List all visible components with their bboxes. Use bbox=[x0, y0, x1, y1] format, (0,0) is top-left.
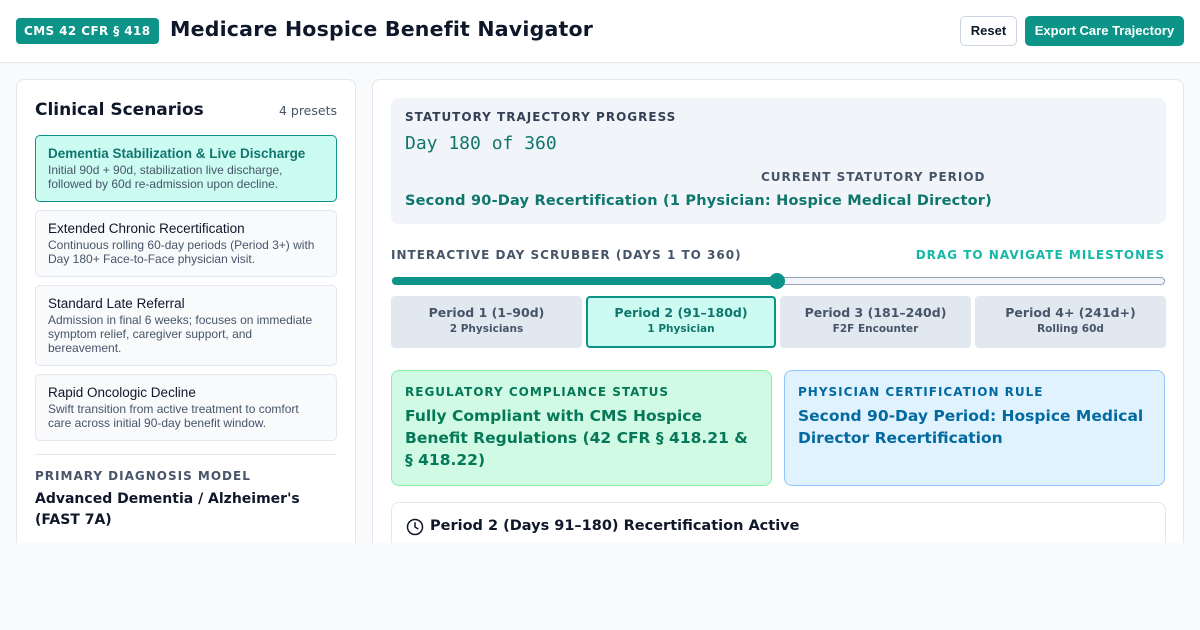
compliance-status-card: REGULATORY COMPLIANCE STATUS Fully Compl… bbox=[391, 370, 772, 486]
regulation-badge: CMS 42 CFR § 418 bbox=[16, 18, 159, 44]
current-period-value: Second 90-Day Recertification (1 Physici… bbox=[405, 193, 992, 209]
diagnosis-value: Advanced Dementia / Alzheimer's (FAST 7A… bbox=[35, 491, 300, 528]
preset-count: 4 presets bbox=[278, 103, 337, 118]
day-scrubber-handle[interactable] bbox=[769, 273, 786, 289]
day-scrubber-fill bbox=[392, 277, 778, 285]
compliance-value: Fully Compliant with CMS Hospice Benefit… bbox=[405, 407, 748, 469]
period-tab-subtitle: 2 Physicians bbox=[449, 323, 524, 335]
tab-period-4[interactable]: Period 4+ (241d+) Rolling 60d bbox=[975, 296, 1166, 348]
diagnosis-label: PRIMARY DIAGNOSIS MODEL bbox=[35, 469, 251, 483]
progress-day-readout: Day 180 of 360 bbox=[405, 133, 557, 154]
reset-button[interactable]: Reset bbox=[960, 16, 1017, 46]
clock-icon bbox=[406, 518, 424, 536]
period-tab-title: Period 4+ (241d+) bbox=[1005, 305, 1136, 320]
scenario-card-oncologic[interactable]: Rapid Oncologic Decline Swift transition… bbox=[35, 374, 337, 441]
physician-rule-card: PHYSICIAN CERTIFICATION RULE Second 90-D… bbox=[784, 370, 1165, 486]
app-header: CMS 42 CFR § 418 Medicare Hospice Benefi… bbox=[0, 0, 1200, 63]
scenario-title: Standard Late Referral bbox=[48, 296, 185, 311]
tab-period-1[interactable]: Period 1 (1–90d) 2 Physicians bbox=[391, 296, 582, 348]
divider bbox=[35, 454, 337, 455]
scenario-card-extended-chronic[interactable]: Extended Chronic Recertification Continu… bbox=[35, 210, 337, 277]
scenario-description: Admission in final 6 weeks; focuses on i… bbox=[48, 313, 313, 355]
scenario-description: Swift transition from active treatment t… bbox=[48, 402, 299, 430]
period-tab-subtitle: 1 Physician bbox=[647, 323, 715, 335]
current-period-label: CURRENT STATUTORY PERIOD bbox=[761, 170, 986, 184]
compliance-label: REGULATORY COMPLIANCE STATUS bbox=[405, 385, 670, 399]
scenario-card-late-referral[interactable]: Standard Late Referral Admission in fina… bbox=[35, 285, 337, 366]
scenario-description: Initial 90d + 90d, stabilization live di… bbox=[48, 163, 283, 191]
trajectory-progress-box: STATUTORY TRAJECTORY PROGRESS Day 180 of… bbox=[391, 98, 1166, 224]
scenario-description: Continuous rolling 60-day periods (Perio… bbox=[48, 238, 315, 266]
progress-label: STATUTORY TRAJECTORY PROGRESS bbox=[405, 110, 677, 124]
tab-period-3[interactable]: Period 3 (181–240d) F2F Encounter bbox=[780, 296, 971, 348]
scrubber-label: INTERACTIVE DAY SCRUBBER (DAYS 1 TO 360) bbox=[391, 248, 742, 262]
period-tab-subtitle: F2F Encounter bbox=[832, 323, 919, 335]
tab-period-2[interactable]: Period 2 (91–180d) 1 Physician bbox=[586, 296, 776, 348]
period-tab-title: Period 3 (181–240d) bbox=[804, 305, 947, 320]
app-title: Medicare Hospice Benefit Navigator bbox=[170, 17, 594, 41]
period-tab-title: Period 1 (1–90d) bbox=[428, 305, 545, 320]
scenario-card-dementia[interactable]: Dementia Stabilization & Live Discharge … bbox=[35, 135, 337, 202]
active-period-title: Period 2 (Days 91–180) Recertification A… bbox=[430, 518, 800, 534]
clinical-scenarios-panel: Clinical Scenarios 4 presets Dementia St… bbox=[16, 79, 356, 559]
trajectory-panel: STATUTORY TRAJECTORY PROGRESS Day 180 of… bbox=[372, 79, 1184, 559]
scenario-title: Dementia Stabilization & Live Discharge bbox=[48, 146, 306, 161]
scrubber-hint: DRAG TO NAVIGATE MILESTONES bbox=[915, 248, 1165, 262]
scenario-title: Extended Chronic Recertification bbox=[48, 221, 245, 236]
period-tab-title: Period 2 (91–180d) bbox=[614, 305, 748, 320]
page-background bbox=[0, 543, 1200, 630]
export-care-trajectory-button[interactable]: Export Care Trajectory bbox=[1025, 16, 1184, 46]
scenarios-title: Clinical Scenarios bbox=[35, 100, 204, 120]
rule-label: PHYSICIAN CERTIFICATION RULE bbox=[798, 385, 1044, 399]
scenario-title: Rapid Oncologic Decline bbox=[48, 385, 196, 400]
period-tab-subtitle: Rolling 60d bbox=[1037, 323, 1104, 335]
rule-value: Second 90-Day Period: Hospice Medical Di… bbox=[798, 407, 1144, 447]
